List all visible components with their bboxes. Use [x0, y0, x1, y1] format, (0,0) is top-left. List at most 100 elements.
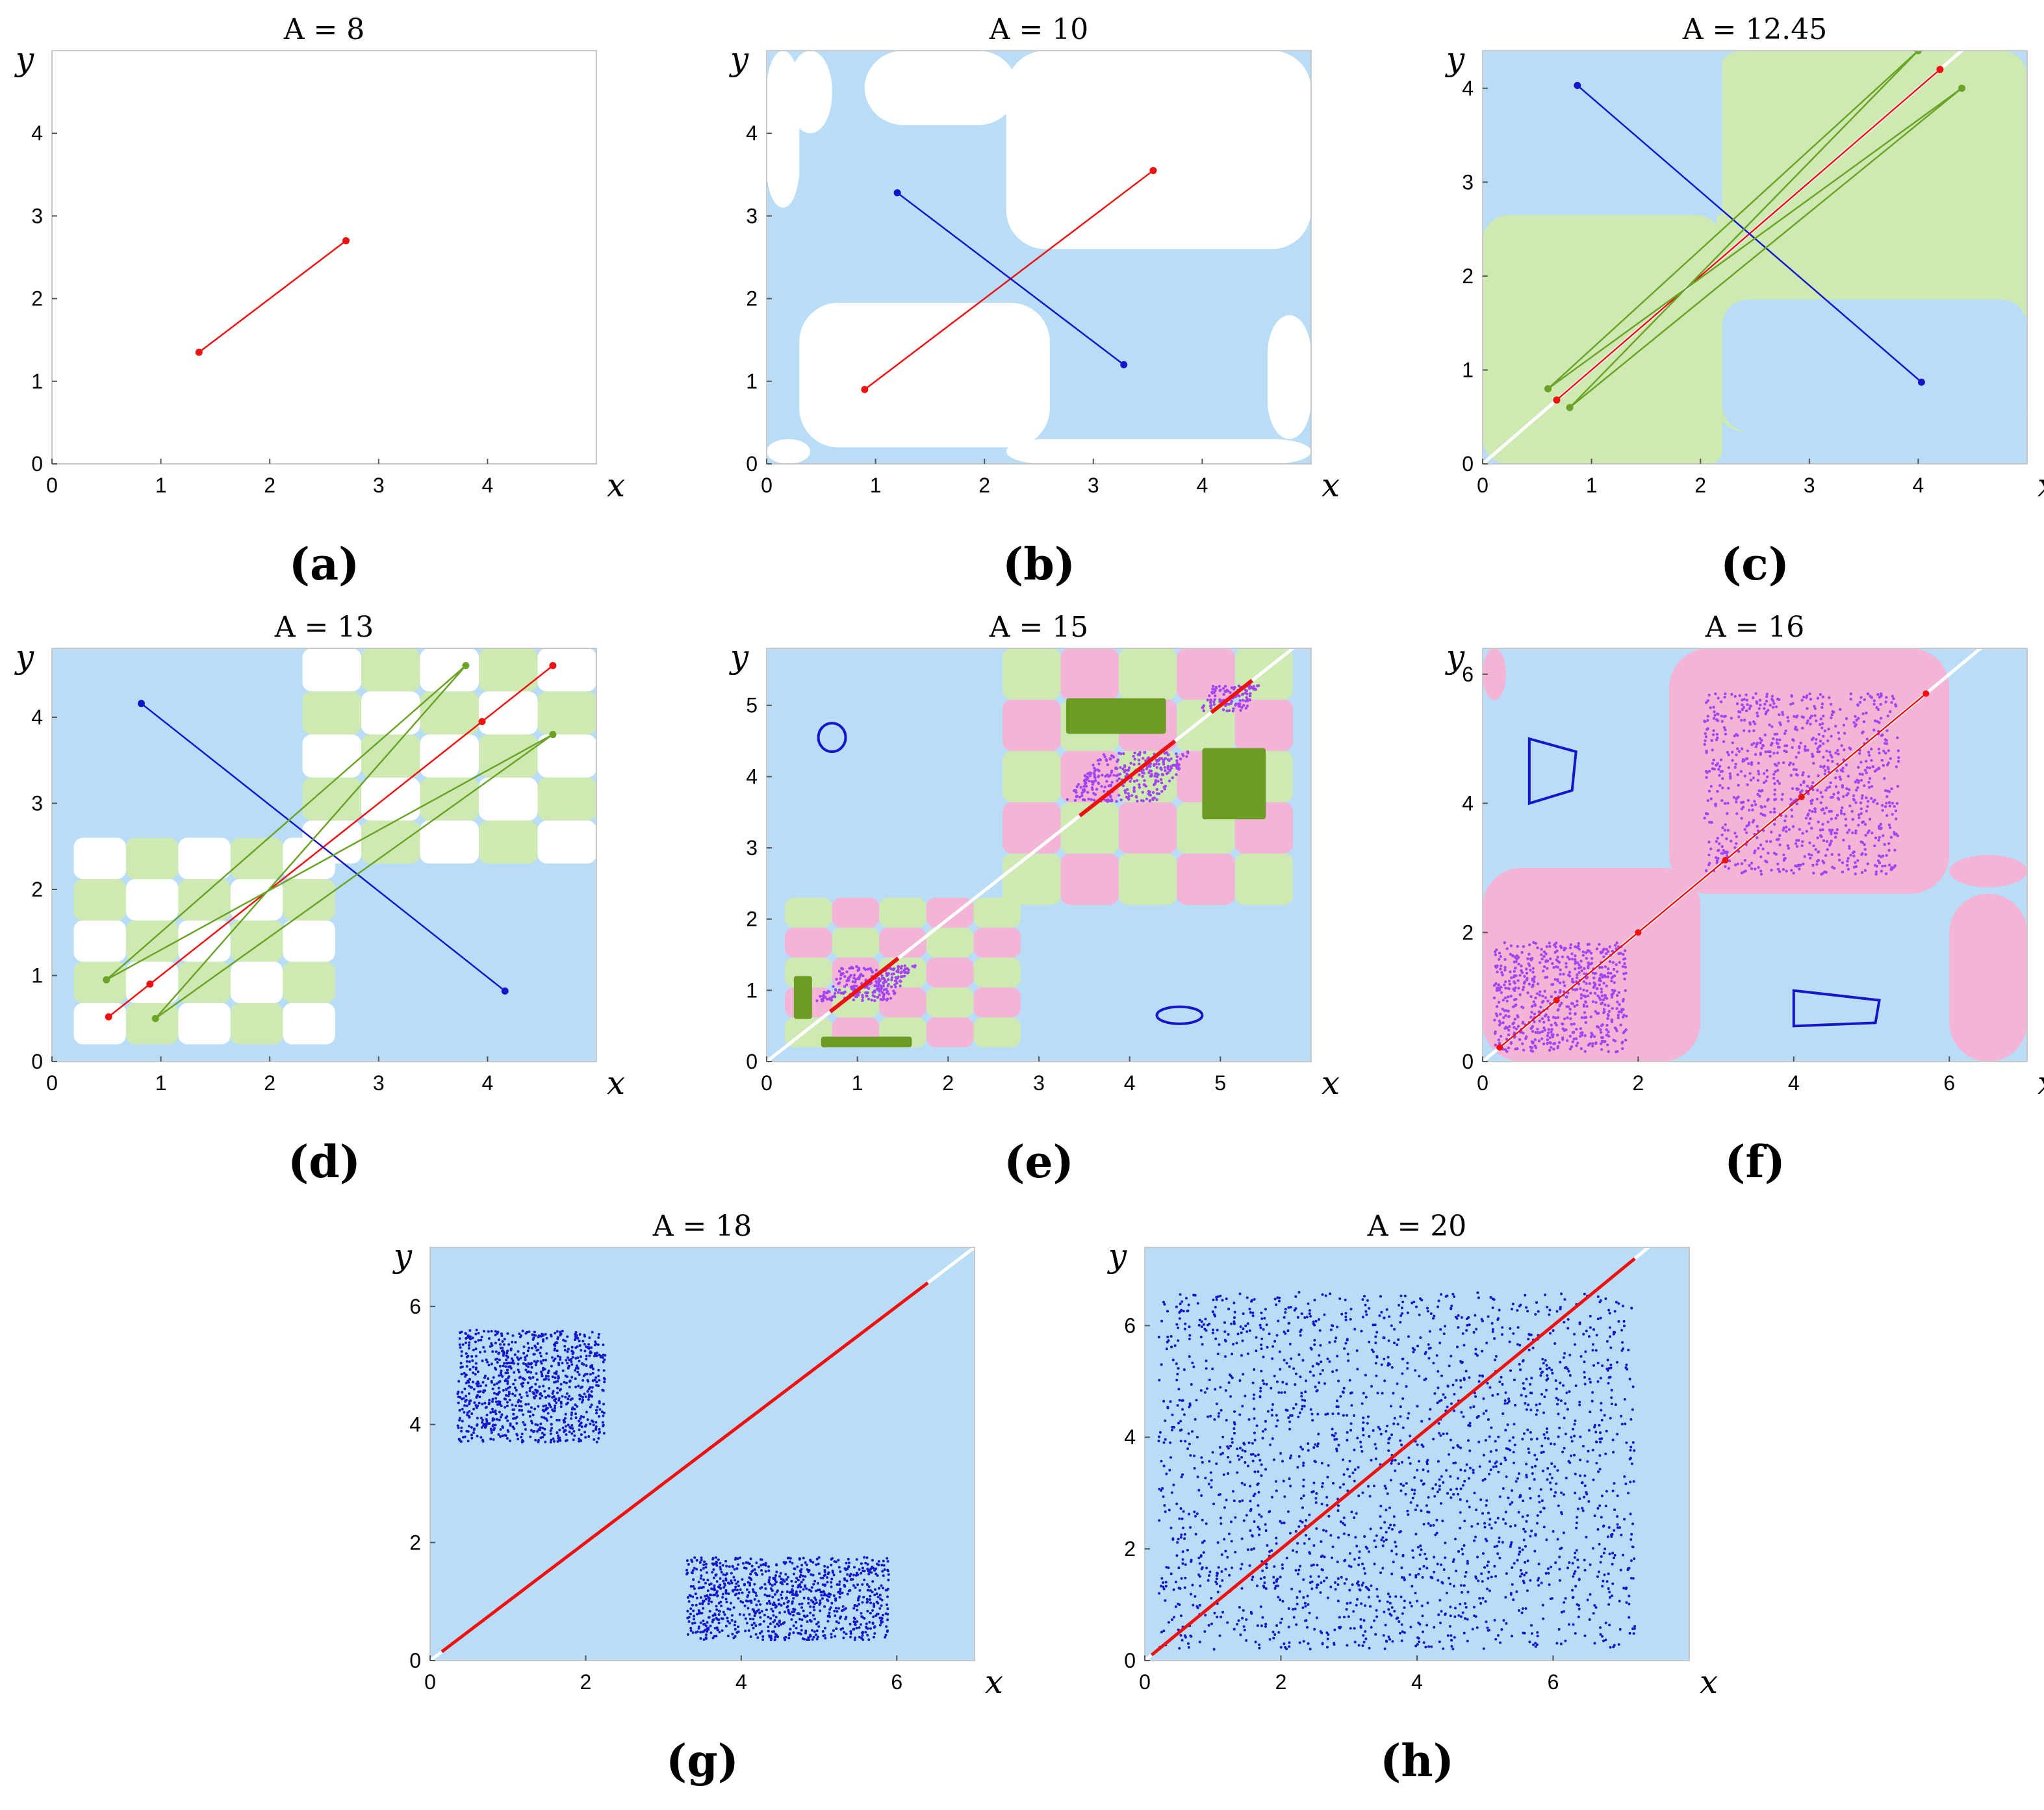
- scatter-point: [511, 1359, 514, 1362]
- scatter-point: [1808, 853, 1810, 856]
- scatter-point: [1609, 945, 1611, 948]
- scatter-point: [763, 1614, 766, 1616]
- scatter-point: [508, 1391, 511, 1394]
- scatter-point: [1763, 782, 1765, 784]
- red-orbit-point: [105, 1013, 112, 1021]
- scatter-point: [1583, 1376, 1586, 1379]
- scatter-point: [1522, 945, 1525, 948]
- scatter-point: [603, 1370, 606, 1372]
- scatter-point: [518, 1409, 520, 1412]
- scatter-point: [554, 1407, 556, 1410]
- scatter-point: [485, 1422, 488, 1425]
- scatter-point: [1757, 772, 1760, 775]
- scatter-point: [693, 1615, 695, 1618]
- scatter-point: [714, 1574, 717, 1577]
- scatter-point: [1757, 779, 1759, 782]
- scatter-point: [1490, 1468, 1492, 1471]
- scatter-point: [1546, 1478, 1549, 1481]
- scatter-point: [527, 1349, 530, 1352]
- blue-orbit-point: [1918, 379, 1925, 386]
- scatter-point: [1346, 1431, 1349, 1434]
- scatter-point: [806, 1564, 808, 1566]
- scatter-point: [544, 1359, 547, 1362]
- scatter-point: [1508, 988, 1511, 990]
- checkerboard-cell: [283, 1003, 335, 1045]
- scatter-point: [685, 1569, 688, 1572]
- scatter-point: [1556, 1034, 1559, 1036]
- scatter-point: [1523, 982, 1526, 984]
- scatter-point: [1091, 786, 1093, 789]
- scatter-point: [494, 1424, 497, 1427]
- scatter-point: [838, 989, 841, 991]
- white-island: [1268, 315, 1311, 439]
- scatter-point: [1897, 834, 1899, 837]
- scatter-point: [495, 1401, 498, 1403]
- panel-title: A = 12.45: [1682, 13, 1828, 46]
- scatter-point: [1529, 969, 1531, 971]
- scatter-point: [1743, 729, 1745, 732]
- scatter-point: [772, 1577, 774, 1579]
- scatter-point: [810, 1590, 813, 1592]
- scatter-point: [1727, 829, 1730, 832]
- scatter-point: [1606, 1017, 1609, 1020]
- scatter-point: [1867, 751, 1870, 754]
- scatter-point: [705, 1598, 708, 1600]
- scatter-point: [1801, 715, 1804, 718]
- checkerboard-cell: [973, 958, 1021, 988]
- scatter-point: [1568, 958, 1570, 960]
- scatter-point: [1633, 1557, 1635, 1560]
- scatter-point: [819, 1600, 821, 1602]
- scatter-point: [1888, 863, 1891, 866]
- scatter-point: [1119, 766, 1121, 769]
- scatter-point: [706, 1571, 708, 1574]
- scatter-point: [588, 1355, 591, 1357]
- scatter-point: [695, 1592, 697, 1595]
- scatter-point: [1760, 739, 1763, 741]
- scatter-point: [1602, 999, 1605, 1001]
- scatter-point: [478, 1332, 480, 1334]
- scatter-point: [1722, 740, 1725, 743]
- scatter-point: [744, 1629, 747, 1632]
- scatter-point: [1158, 759, 1160, 761]
- scatter-point: [1881, 809, 1884, 811]
- scatter-point: [1576, 1041, 1579, 1044]
- scatter-point: [1838, 859, 1841, 861]
- scatter-point: [567, 1423, 570, 1426]
- scatter-point: [1602, 982, 1605, 984]
- checkerboard-cell: [231, 921, 283, 962]
- scatter-point: [806, 1620, 809, 1623]
- scatter-point: [711, 1614, 714, 1617]
- scatter-point: [1854, 715, 1856, 717]
- scatter-point: [1110, 781, 1113, 784]
- scatter-point: [1790, 869, 1793, 871]
- scatter-point: [774, 1636, 776, 1638]
- scatter-point: [1392, 1561, 1395, 1563]
- scatter-point: [1759, 843, 1762, 846]
- scatter-point: [1840, 769, 1843, 771]
- scatter-point: [1853, 798, 1856, 801]
- scatter-point: [716, 1580, 719, 1583]
- checkerboard-cell: [879, 898, 926, 928]
- scatter-point: [865, 995, 868, 997]
- x-tick-label: 0: [1477, 474, 1488, 497]
- scatter-point: [1540, 958, 1543, 960]
- scatter-point: [593, 1355, 596, 1357]
- scatter-point: [1186, 1309, 1189, 1312]
- scatter-point: [817, 1562, 820, 1565]
- scatter-point: [536, 1379, 539, 1381]
- scatter-point: [841, 1592, 844, 1594]
- scatter-point: [1718, 774, 1720, 776]
- scatter-point: [1809, 817, 1811, 820]
- scatter-point: [1583, 980, 1585, 983]
- scatter-point: [1513, 982, 1516, 984]
- scatter-point: [875, 980, 877, 982]
- checkerboard-cell: [479, 691, 538, 734]
- scatter-point: [1750, 743, 1753, 746]
- scatter-point: [1260, 1370, 1262, 1372]
- y-tick-label: 0: [746, 1050, 758, 1073]
- scatter-point: [731, 1633, 734, 1635]
- scatter-point: [850, 966, 852, 969]
- scatter-point: [1625, 1028, 1628, 1031]
- scatter-point: [1809, 698, 1812, 700]
- scatter-point: [482, 1440, 485, 1443]
